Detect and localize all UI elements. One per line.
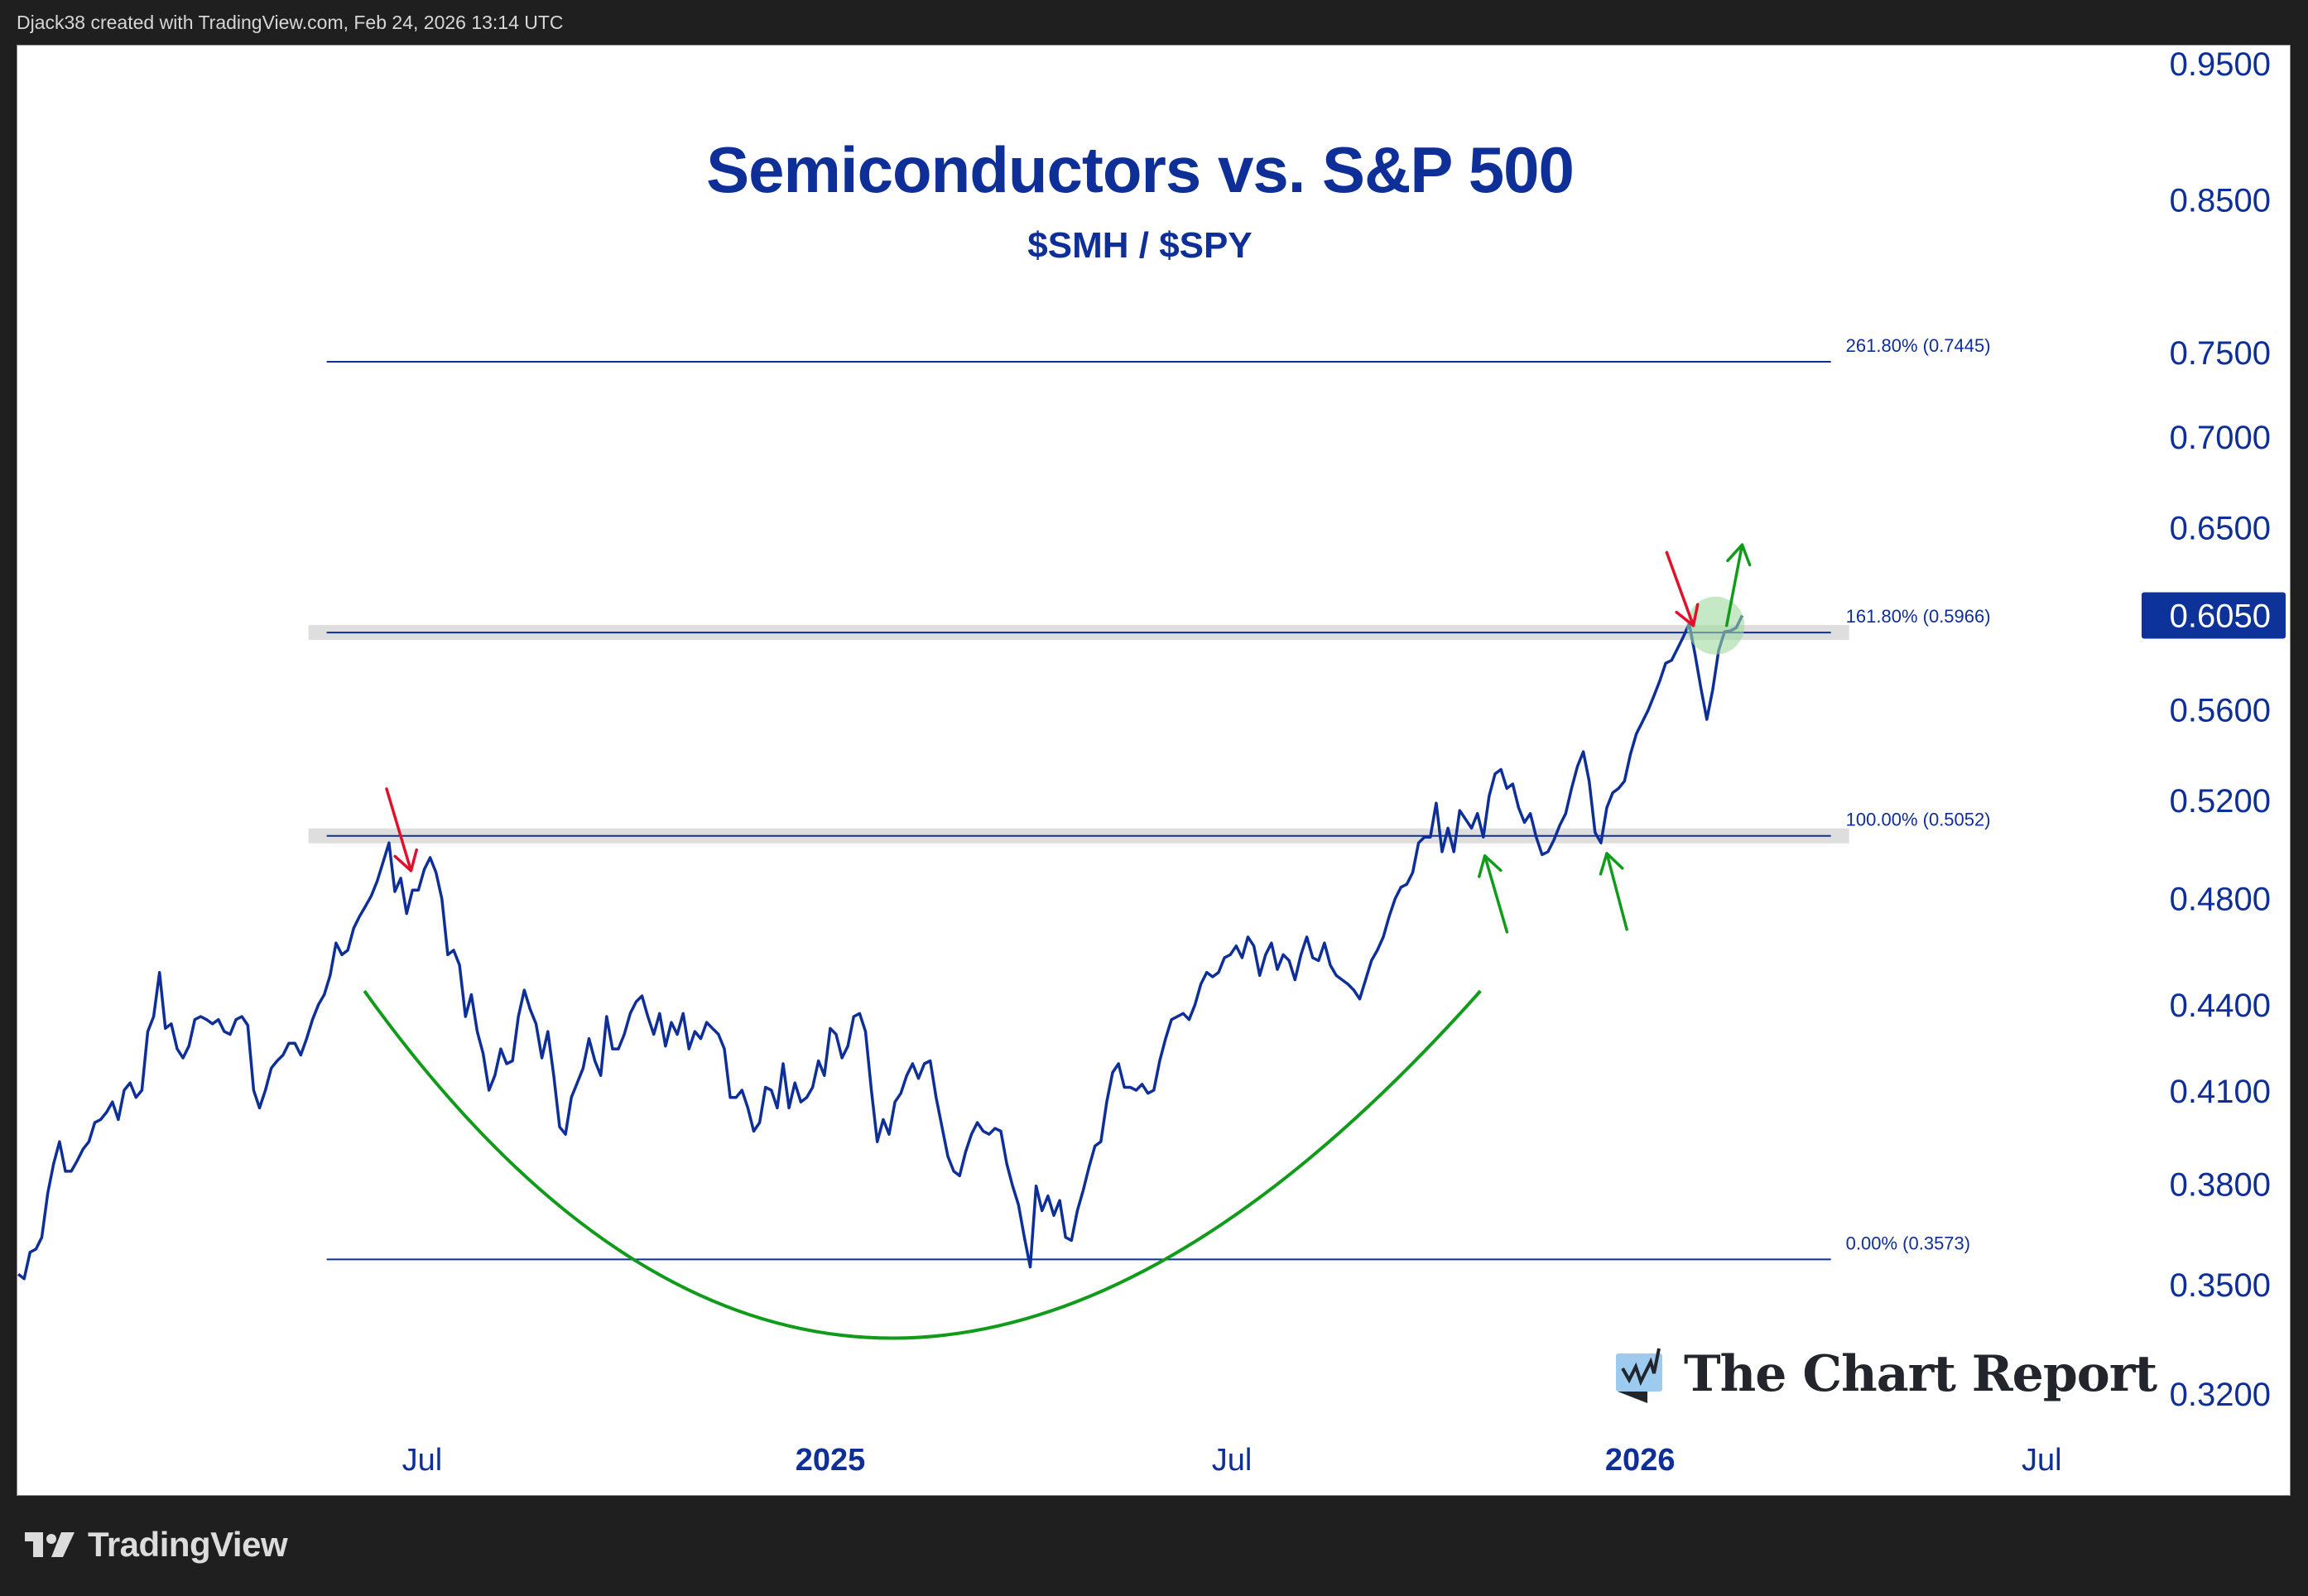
y-tick-label: 0.4800 [2170, 881, 2271, 917]
fib-level-label: 100.00% (0.5052) [1846, 810, 1991, 830]
fib-level-label: 261.80% (0.7445) [1846, 335, 1991, 356]
x-tick-label: 2026 [1605, 1443, 1676, 1478]
y-tick-label: 0.7500 [2170, 335, 2271, 372]
x-tick-label: Jul [402, 1443, 443, 1478]
last-price-badge [2142, 592, 2286, 639]
y-tick-label: 0.5600 [2170, 693, 2271, 729]
chart-canvas[interactable]: 261.80% (0.7445) 161.80% (0.5966) 100.00% … [17, 46, 2291, 1496]
price-line-group [17, 614, 1744, 1281]
chart-credit-header: Djack38 created with TradingView.com, Fe… [17, 12, 564, 33]
time-axis: Jul 2025 Jul 2026 Jul [402, 1443, 2062, 1478]
chart-report-watermark: The Chart Report [1614, 1345, 2157, 1403]
red-arrow-icon [385, 787, 418, 873]
x-tick-label: Jul [1212, 1443, 1253, 1478]
tradingview-logo-icon [25, 1532, 75, 1557]
y-tick-label: 0.6500 [2170, 511, 2271, 547]
green-arrow-icon-shaft [1605, 852, 1628, 931]
green-arrow-icon-shaft [1724, 543, 1744, 627]
green-arrow-icon [1599, 852, 1628, 931]
y-tick-label: 0.3200 [2170, 1377, 2271, 1413]
green-arrow-icon [1724, 543, 1752, 627]
fib-bands [308, 625, 1849, 844]
y-tick-label: 0.3500 [2170, 1267, 2271, 1304]
highlight-circle [1686, 596, 1745, 655]
chart-subtitle: $SMH / $SPY [1027, 225, 1253, 266]
green-arrow-icon-head [1478, 854, 1503, 878]
tradingview-logo-text: TradingView [88, 1525, 288, 1564]
annotations [385, 543, 1752, 934]
y-tick-label: 0.9500 [2170, 46, 2271, 83]
fib-level-label: 0.00% (0.3573) [1846, 1233, 1970, 1253]
red-arrow-icon-head [1675, 603, 1700, 627]
red-arrow-icon [1665, 550, 1700, 627]
tradingview-logo[interactable]: TradingView [25, 1525, 288, 1565]
price-line [17, 614, 1744, 1281]
y-tick-label: 0.5200 [2170, 783, 2271, 820]
chart-report-logo-icon [1616, 1348, 1662, 1403]
x-tick-label: 2025 [796, 1443, 866, 1478]
fib-level-label: 161.80% (0.5966) [1846, 606, 1991, 627]
y-tick-label: 0.4100 [2170, 1074, 2271, 1110]
green-arrow-icon-head [1726, 543, 1752, 567]
red-arrow-icon-shaft [385, 787, 413, 873]
y-tick-label: 0.7000 [2170, 420, 2271, 456]
red-arrow-icon-shaft [1665, 550, 1695, 627]
fib-levels: 261.80% (0.7445) 161.80% (0.5966) 100.00% … [326, 335, 1991, 1261]
chart-title: Semiconductors vs. S&P 500 [706, 133, 1575, 206]
y-tick-label: 0.3800 [2170, 1166, 2271, 1203]
chart-report-text: The Chart Report [1684, 1345, 2157, 1403]
y-tick-label: 0.8500 [2170, 182, 2271, 219]
green-arrow-icon-shaft [1483, 854, 1509, 934]
red-arrow-icon-head [393, 848, 418, 873]
green-arrow-icon-head [1599, 852, 1624, 876]
chart-panel[interactable]: 261.80% (0.7445) 161.80% (0.5966) 100.00% … [17, 45, 2291, 1496]
rounding-bottom-curve [363, 989, 1482, 1340]
green-arrow-icon [1478, 854, 1509, 934]
y-tick-label: 0.4400 [2170, 988, 2271, 1024]
x-tick-label: Jul [2022, 1443, 2062, 1478]
last-price-label: 0.6050 [2170, 598, 2271, 634]
price-axis: 0.9500 0.8500 0.7500 0.7000 0.6500 0.5600 0.52… [2142, 46, 2286, 1413]
rounding-bottom-curve-group [363, 989, 1482, 1340]
